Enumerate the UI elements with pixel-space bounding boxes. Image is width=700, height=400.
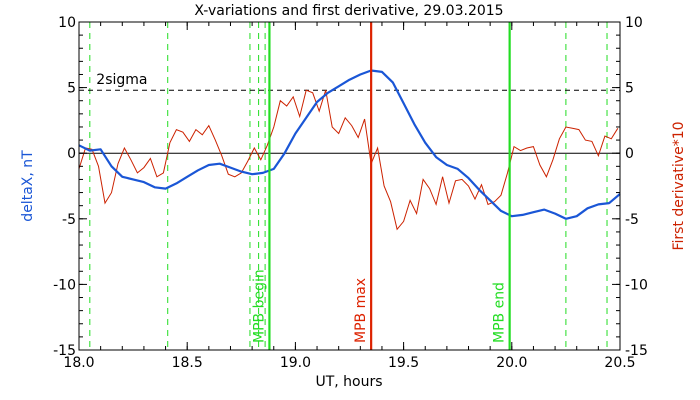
y-axis-left-label: deltaX, nT: [20, 150, 36, 222]
plot-frame: [78, 21, 621, 351]
y-tick-label-left-3: 0: [67, 146, 76, 162]
x-tick-label-1: 18.5: [172, 355, 203, 371]
y-tick-label-right-3: 0: [625, 146, 634, 162]
plot-area: 2sigma MPB begin MPB max MPB end 18.0 18.5 19.…: [53, 15, 648, 371]
x-tick-label-4: 20.0: [496, 355, 527, 371]
series-deltax-line: [78, 69, 621, 220]
x-tick-label-3: 19.5: [388, 355, 419, 371]
x-axis-label: UT, hours: [315, 374, 382, 390]
marker-label-0: MPB begin: [251, 269, 267, 343]
threshold-label: 2sigma: [96, 72, 147, 88]
y-tick-label-right-5: 10: [625, 15, 643, 31]
series-derivative-line: [78, 89, 619, 231]
x-tick-label-0: 18.0: [63, 355, 94, 371]
y-tick-label-right-4: 5: [625, 81, 634, 97]
y-tick-label-left-0: -15: [53, 343, 76, 359]
y-tick-label-right-2: -5: [625, 212, 639, 228]
marker-label-1: MPB max: [353, 278, 369, 343]
y-tick-label-left-2: -5: [62, 212, 76, 228]
marker-label-2: MPB end: [492, 282, 508, 343]
y-tick-label-right-0: -15: [625, 343, 648, 359]
y-tick-label-left-1: -10: [53, 277, 76, 293]
chart-title: X-variations and first derivative, 29.03…: [194, 3, 503, 19]
y-tick-label-left-5: 10: [58, 15, 76, 31]
y-tick-label-right-1: -10: [625, 277, 648, 293]
x-tick-label-5: 20.5: [604, 355, 635, 371]
x-tick-label-2: 19.0: [280, 355, 311, 371]
y-tick-label-left-4: 5: [67, 81, 76, 97]
y-axis-right-label: First derivative*10: [671, 121, 687, 250]
